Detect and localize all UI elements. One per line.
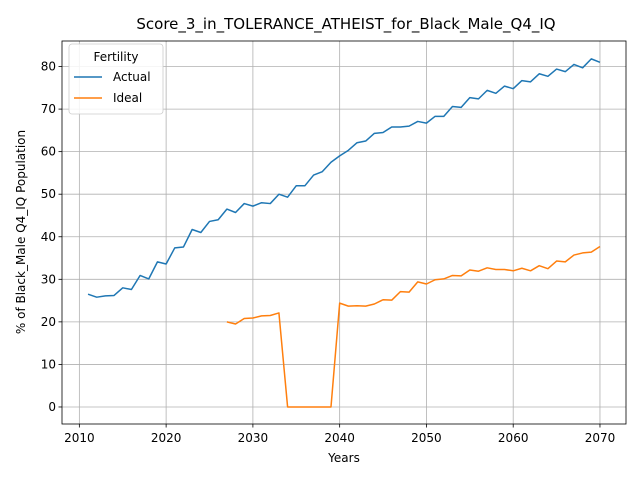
y-tick-label: 50: [41, 187, 56, 201]
y-tick-label: 20: [41, 315, 56, 329]
y-tick-label: 10: [41, 357, 56, 371]
x-tick-label: 2050: [411, 431, 442, 445]
y-tick-label: 60: [41, 145, 56, 159]
legend-title: Fertility: [93, 50, 138, 64]
y-tick-label: 30: [41, 272, 56, 286]
x-axis-label: Years: [327, 451, 360, 465]
chart-title: Score_3_in_TOLERANCE_ATHEIST_for_Black_M…: [136, 15, 555, 34]
legend: Fertility Actual Ideal: [68, 43, 164, 115]
x-tick-label: 2070: [585, 431, 616, 445]
x-tick-label: 2030: [238, 431, 269, 445]
series-line-ideal: [226, 245, 601, 408]
y-tick-label: 80: [41, 60, 56, 74]
legend-box: [68, 43, 164, 115]
plot-frame: [61, 40, 627, 425]
axis-ticks: 2010 2020 2030 2040 2050 2060 2070010203040506…: [41, 60, 616, 445]
gridlines: [62, 41, 626, 424]
x-tick-label: 2020: [151, 431, 182, 445]
series-lines: [87, 58, 601, 408]
y-axis-label: % of Black_Male Q4_IQ Population: [14, 130, 28, 334]
series-line-actual: [87, 58, 601, 298]
legend-label-ideal: Ideal: [113, 91, 142, 105]
x-tick-label: 2040: [324, 431, 355, 445]
y-tick-label: 70: [41, 102, 56, 116]
y-tick-label: 40: [41, 230, 56, 244]
x-tick-label: 2010: [64, 431, 95, 445]
y-tick-label: 0: [48, 400, 56, 414]
x-tick-label: 2060: [498, 431, 529, 445]
legend-label-actual: Actual: [113, 70, 151, 84]
